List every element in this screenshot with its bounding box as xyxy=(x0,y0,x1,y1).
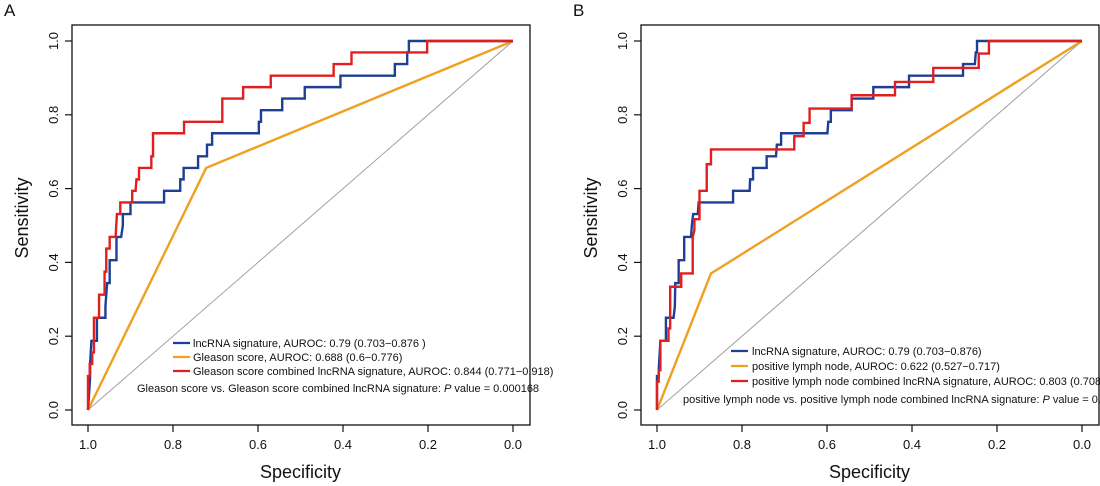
y-tick-label: 0.8 xyxy=(615,106,630,124)
y-tick-label: 0.2 xyxy=(615,327,630,345)
panel-label: A xyxy=(4,1,16,20)
legend: lncRNA signature, AUROC: 0.79 (0.703−0.8… xyxy=(173,338,553,378)
legend-entry: Gleason score, AUROC: 0.688 (0.6−0.776) xyxy=(193,352,402,364)
roc-panel-b: B 1.0 0.8 0.6 0.4 0.2 0.0 0.0 0.2 0.4 0.6 0.8 1.0 Spe… xyxy=(573,1,1100,482)
x-axis-label: Specificity xyxy=(260,462,341,482)
legend-entry: lncRNA signature, AUROC: 0.79 (0.703−0.8… xyxy=(193,338,426,350)
y-tick-label: 0.0 xyxy=(615,401,630,419)
annotation-prefix: positive lymph node vs. positive lymph n… xyxy=(683,394,1043,406)
y-tick-label: 0.4 xyxy=(615,253,630,271)
x-tick-label: 0.2 xyxy=(988,437,1006,452)
roc-curve-series-1 xyxy=(86,39,513,411)
x-axis-label: Specificity xyxy=(829,462,910,482)
x-tick-label: 0.8 xyxy=(733,437,751,452)
y-tick-label: 0.6 xyxy=(46,180,61,198)
x-tick-label: 0.6 xyxy=(818,437,836,452)
legend-entry: positive lymph node combined lncRNA sign… xyxy=(752,376,1100,388)
plot-frame xyxy=(71,24,531,426)
roc-curve-series-3 xyxy=(86,39,513,410)
y-tick-label: 0.8 xyxy=(46,106,61,124)
reference-diagonal-line xyxy=(656,40,1083,411)
roc-panel-a: A 1.0 0.8 0.6 0.4 0.2 0.0 0.0 0.2 0.4 0.6 0.8 1.0 Spe… xyxy=(4,1,553,482)
x-tick-label: 0.2 xyxy=(419,437,437,452)
x-tick-label: 0.0 xyxy=(1073,437,1091,452)
y-tick-label: 1.0 xyxy=(46,32,61,50)
annotation-suffix: value = 0.000168 xyxy=(451,383,539,395)
roc-curve-series-2 xyxy=(655,39,1083,411)
x-tick-label: 0.6 xyxy=(249,437,267,452)
x-tick-label: 0.4 xyxy=(334,437,352,452)
x-tick-label: 0.0 xyxy=(504,437,522,452)
y-tick-label: 0.4 xyxy=(46,253,61,271)
roc-curve-series-3 xyxy=(655,39,1082,410)
p-value-annotation: Gleason score vs. Gleason score combined… xyxy=(137,383,539,395)
y-tick-label: 1.0 xyxy=(615,32,630,50)
reference-diagonal-line xyxy=(87,40,514,411)
y-tick-label: 0.0 xyxy=(46,401,61,419)
annotation-p: P xyxy=(1043,394,1051,406)
legend-entry: Gleason score combined lncRNA signature,… xyxy=(193,366,553,378)
annotation-prefix: Gleason score vs. Gleason score combined… xyxy=(137,383,444,395)
x-tick-label: 1.0 xyxy=(648,437,666,452)
y-axis-label: Sensitivity xyxy=(581,177,601,258)
plot-frame xyxy=(640,24,1100,426)
p-value-annotation: positive lymph node vs. positive lymph n… xyxy=(683,394,1100,406)
x-tick-label: 0.8 xyxy=(164,437,182,452)
x-tick-label: 0.4 xyxy=(903,437,921,452)
y-axis-label: Sensitivity xyxy=(12,177,32,258)
legend-entry: positive lymph node, AUROC: 0.622 (0.527… xyxy=(752,361,1000,373)
y-tick-label: 0.2 xyxy=(46,327,61,345)
annotation-suffix: value = 0.000218 xyxy=(1050,394,1100,406)
roc-curve-series-2 xyxy=(86,39,514,411)
panel-label: B xyxy=(573,1,584,20)
annotation-p: P xyxy=(444,383,452,395)
roc-curve-series-1 xyxy=(655,39,1082,410)
x-tick-label: 1.0 xyxy=(79,437,97,452)
legend-entry: lncRNA signature, AUROC: 0.79 (0.703−0.8… xyxy=(752,346,982,358)
y-tick-label: 0.6 xyxy=(615,180,630,198)
legend: lncRNA signature, AUROC: 0.79 (0.703−0.8… xyxy=(731,346,1100,388)
